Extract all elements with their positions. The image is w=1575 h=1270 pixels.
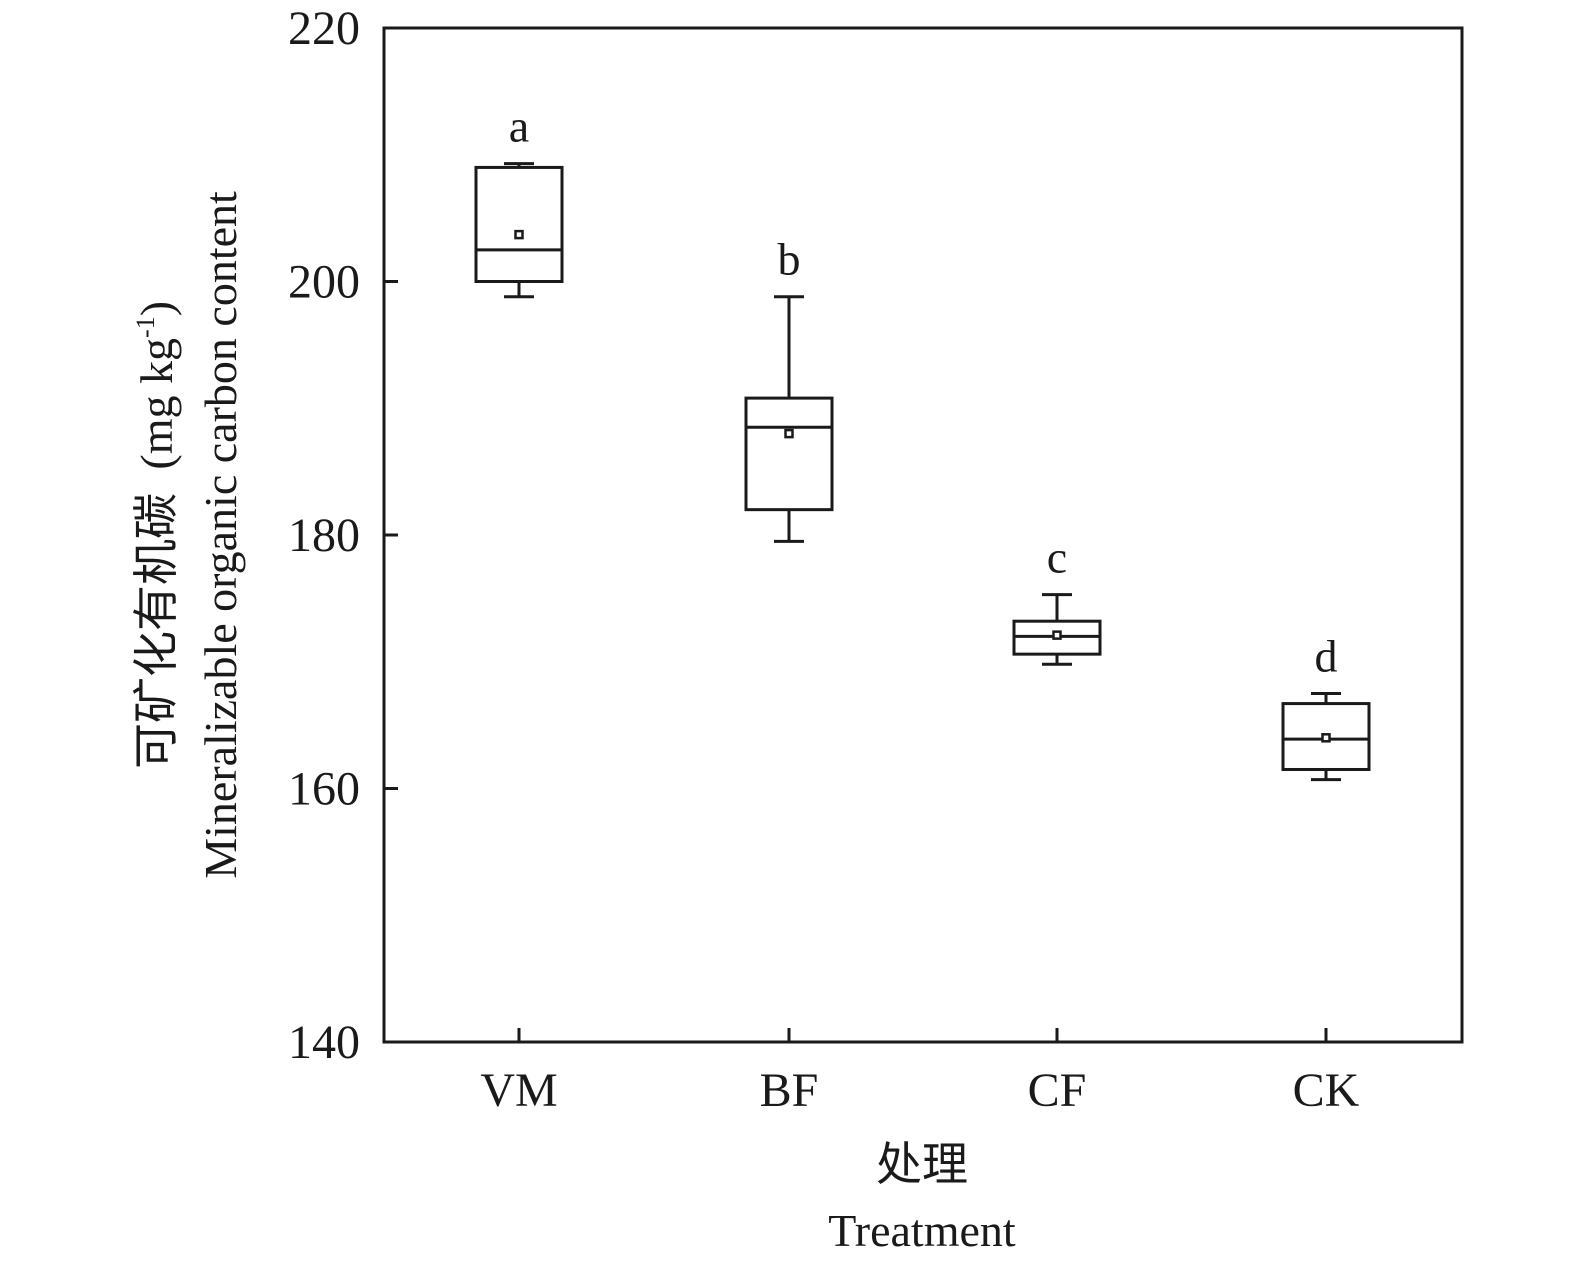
boxes-layer: a b c d	[474, 101, 1371, 782]
mean-marker	[1321, 733, 1331, 743]
x-tick-label-ck: CK	[1293, 1064, 1360, 1117]
x-axis-title-cn: 处理	[876, 1139, 968, 1190]
box-cf: c	[1012, 532, 1102, 666]
y-tick-label: 160	[288, 763, 360, 816]
box-vm: a	[474, 101, 564, 299]
mean-marker	[514, 229, 524, 240]
significance-letter: a	[509, 101, 529, 152]
x-tick-label-bf: BF	[760, 1064, 819, 1117]
mean-marker	[1052, 630, 1062, 640]
y-axis: 140 160 180 200 220	[288, 2, 398, 1069]
y-axis-title-en: Mineralizable organic carbon content	[195, 191, 246, 879]
y-tick-label: 180	[288, 509, 360, 562]
x-axis: VM BF CF CK	[480, 1028, 1360, 1117]
iqr-box	[744, 396, 834, 512]
y-axis-title-cn-text: 可矿化有机碳	[131, 493, 182, 769]
significance-letter: c	[1047, 532, 1067, 583]
box-bf: b	[744, 234, 834, 543]
y-tick-label: 140	[288, 1016, 360, 1069]
y-axis-title-cn: 可矿化有机碳 (mg kg-1)	[131, 301, 182, 769]
x-tick-label-vm: VM	[480, 1064, 557, 1117]
y-axis-title-unit: (mg kg	[131, 338, 182, 470]
x-axis-title-en: Treatment	[828, 1205, 1016, 1256]
y-axis-title-unit-sup: -1	[131, 316, 160, 338]
significance-letter: d	[1315, 630, 1338, 681]
y-axis-title-unit-close: )	[131, 301, 182, 316]
x-tick-label-cf: CF	[1028, 1064, 1087, 1117]
significance-letter: b	[778, 234, 801, 285]
y-tick-label: 220	[288, 2, 360, 55]
mean-marker	[784, 428, 794, 439]
iqr-box	[474, 165, 564, 283]
box-ck: d	[1281, 630, 1371, 782]
y-tick-label: 200	[288, 256, 360, 309]
